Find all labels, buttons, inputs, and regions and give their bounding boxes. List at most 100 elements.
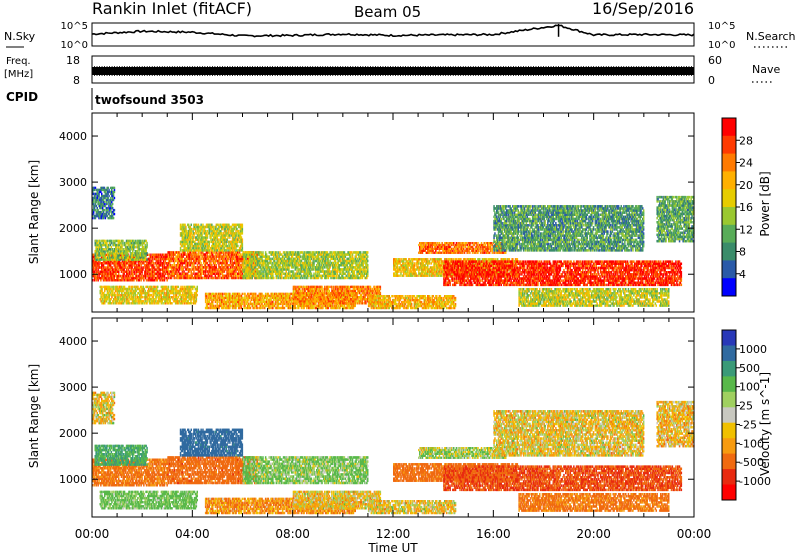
noise-trace xyxy=(92,24,694,37)
heat-cell xyxy=(312,307,314,309)
heat-cell xyxy=(197,288,199,290)
heat-cell xyxy=(202,277,204,280)
heat-cell xyxy=(184,286,186,288)
heat-cell xyxy=(110,286,112,288)
heat-cell xyxy=(196,300,198,302)
heat-cell xyxy=(215,305,217,307)
heat-cell xyxy=(222,293,224,295)
heat-cell xyxy=(244,293,246,295)
heat-cell xyxy=(108,195,110,197)
heat-cell xyxy=(126,296,128,298)
freq-label-2: [MHz] xyxy=(4,69,33,80)
heat-cell xyxy=(124,296,126,298)
heat-cell xyxy=(303,307,305,309)
heat-cell xyxy=(201,273,203,276)
heat-cell xyxy=(218,307,220,309)
heat-cell xyxy=(141,286,143,288)
heat-cell xyxy=(202,232,204,235)
heat-cell xyxy=(164,275,166,278)
heat-cell xyxy=(178,286,180,288)
heat-cell xyxy=(192,288,194,290)
heat-cell xyxy=(113,286,115,288)
heat-cell xyxy=(147,286,149,288)
heat-cell xyxy=(182,286,184,288)
heat-cell xyxy=(230,305,232,307)
cpid-label: CPID xyxy=(6,90,38,104)
heat-cell xyxy=(222,249,224,252)
heat-cell xyxy=(114,275,116,278)
heat-cell xyxy=(226,293,228,295)
heat-cell xyxy=(143,266,145,269)
heat-cell xyxy=(216,264,218,267)
heat-cell xyxy=(174,264,176,267)
heat-cell xyxy=(157,286,159,288)
heat-cell xyxy=(290,307,292,309)
heat-cell xyxy=(226,241,228,244)
noise-left-tick-bottom: 10^0 xyxy=(61,40,88,51)
heat-cell xyxy=(101,193,103,195)
heat-cell xyxy=(151,286,153,288)
heat-cell xyxy=(120,256,122,259)
heat-cell xyxy=(173,286,175,288)
heat-cell xyxy=(250,307,252,309)
heat-cell xyxy=(190,264,192,267)
freq-right-tick-bottom: 0 xyxy=(708,74,715,87)
heat-cell xyxy=(115,294,117,296)
heat-cell xyxy=(264,307,266,309)
heat-cell xyxy=(106,300,108,302)
heat-cell xyxy=(235,307,237,309)
heat-cell xyxy=(135,292,137,294)
heat-cell xyxy=(117,286,119,288)
heat-cell xyxy=(232,249,234,252)
noise-right-tick-top: 10^5 xyxy=(708,21,735,32)
heat-cell xyxy=(239,307,241,309)
heat-cell xyxy=(306,307,308,309)
heat-cell xyxy=(153,298,155,300)
heat-cell xyxy=(338,305,340,307)
heat-cell xyxy=(200,258,202,261)
heat-cell xyxy=(233,307,235,309)
heat-cell xyxy=(242,241,244,244)
heat-cell xyxy=(233,258,235,261)
heat-cell xyxy=(328,307,330,309)
heat-cell xyxy=(145,275,147,278)
heat-cell xyxy=(194,232,196,235)
heat-cell xyxy=(114,197,116,199)
heat-cell xyxy=(229,307,231,309)
heat-cell xyxy=(182,264,184,267)
heat-cell xyxy=(147,300,149,302)
heat-cell xyxy=(113,300,115,302)
heat-cell xyxy=(322,307,324,309)
heat-cell xyxy=(174,277,176,280)
heat-cell xyxy=(194,286,196,288)
heat-cell xyxy=(101,286,103,288)
heat-cell xyxy=(197,294,199,296)
heat-cell xyxy=(114,187,116,189)
heat-cell xyxy=(206,293,208,295)
heat-cell xyxy=(262,307,264,309)
noise-left-label: N.Sky xyxy=(4,30,36,43)
heat-cell xyxy=(213,305,215,307)
heat-cell xyxy=(260,307,262,309)
heat-cell xyxy=(283,293,285,295)
heat-cell xyxy=(142,296,144,298)
heat-cell xyxy=(353,307,355,309)
heat-cell xyxy=(205,230,207,233)
heat-cell xyxy=(213,241,215,244)
heat-cell xyxy=(235,273,237,276)
heat-cell xyxy=(151,294,153,296)
heat-cell xyxy=(107,240,109,243)
heat-cell xyxy=(133,296,135,298)
heat-cell xyxy=(98,195,100,197)
heat-cell xyxy=(284,307,286,309)
heat-cell xyxy=(114,213,116,215)
heat-cell xyxy=(180,249,182,252)
noise-left-tick-top: 10^5 xyxy=(61,21,88,32)
heat-cell xyxy=(104,201,106,203)
heat-cell xyxy=(237,241,239,244)
heat-cell xyxy=(197,286,199,288)
heat-cell xyxy=(191,249,193,252)
heat-cell xyxy=(243,307,245,309)
heat-cell xyxy=(146,279,148,282)
heat-cell xyxy=(112,203,114,205)
